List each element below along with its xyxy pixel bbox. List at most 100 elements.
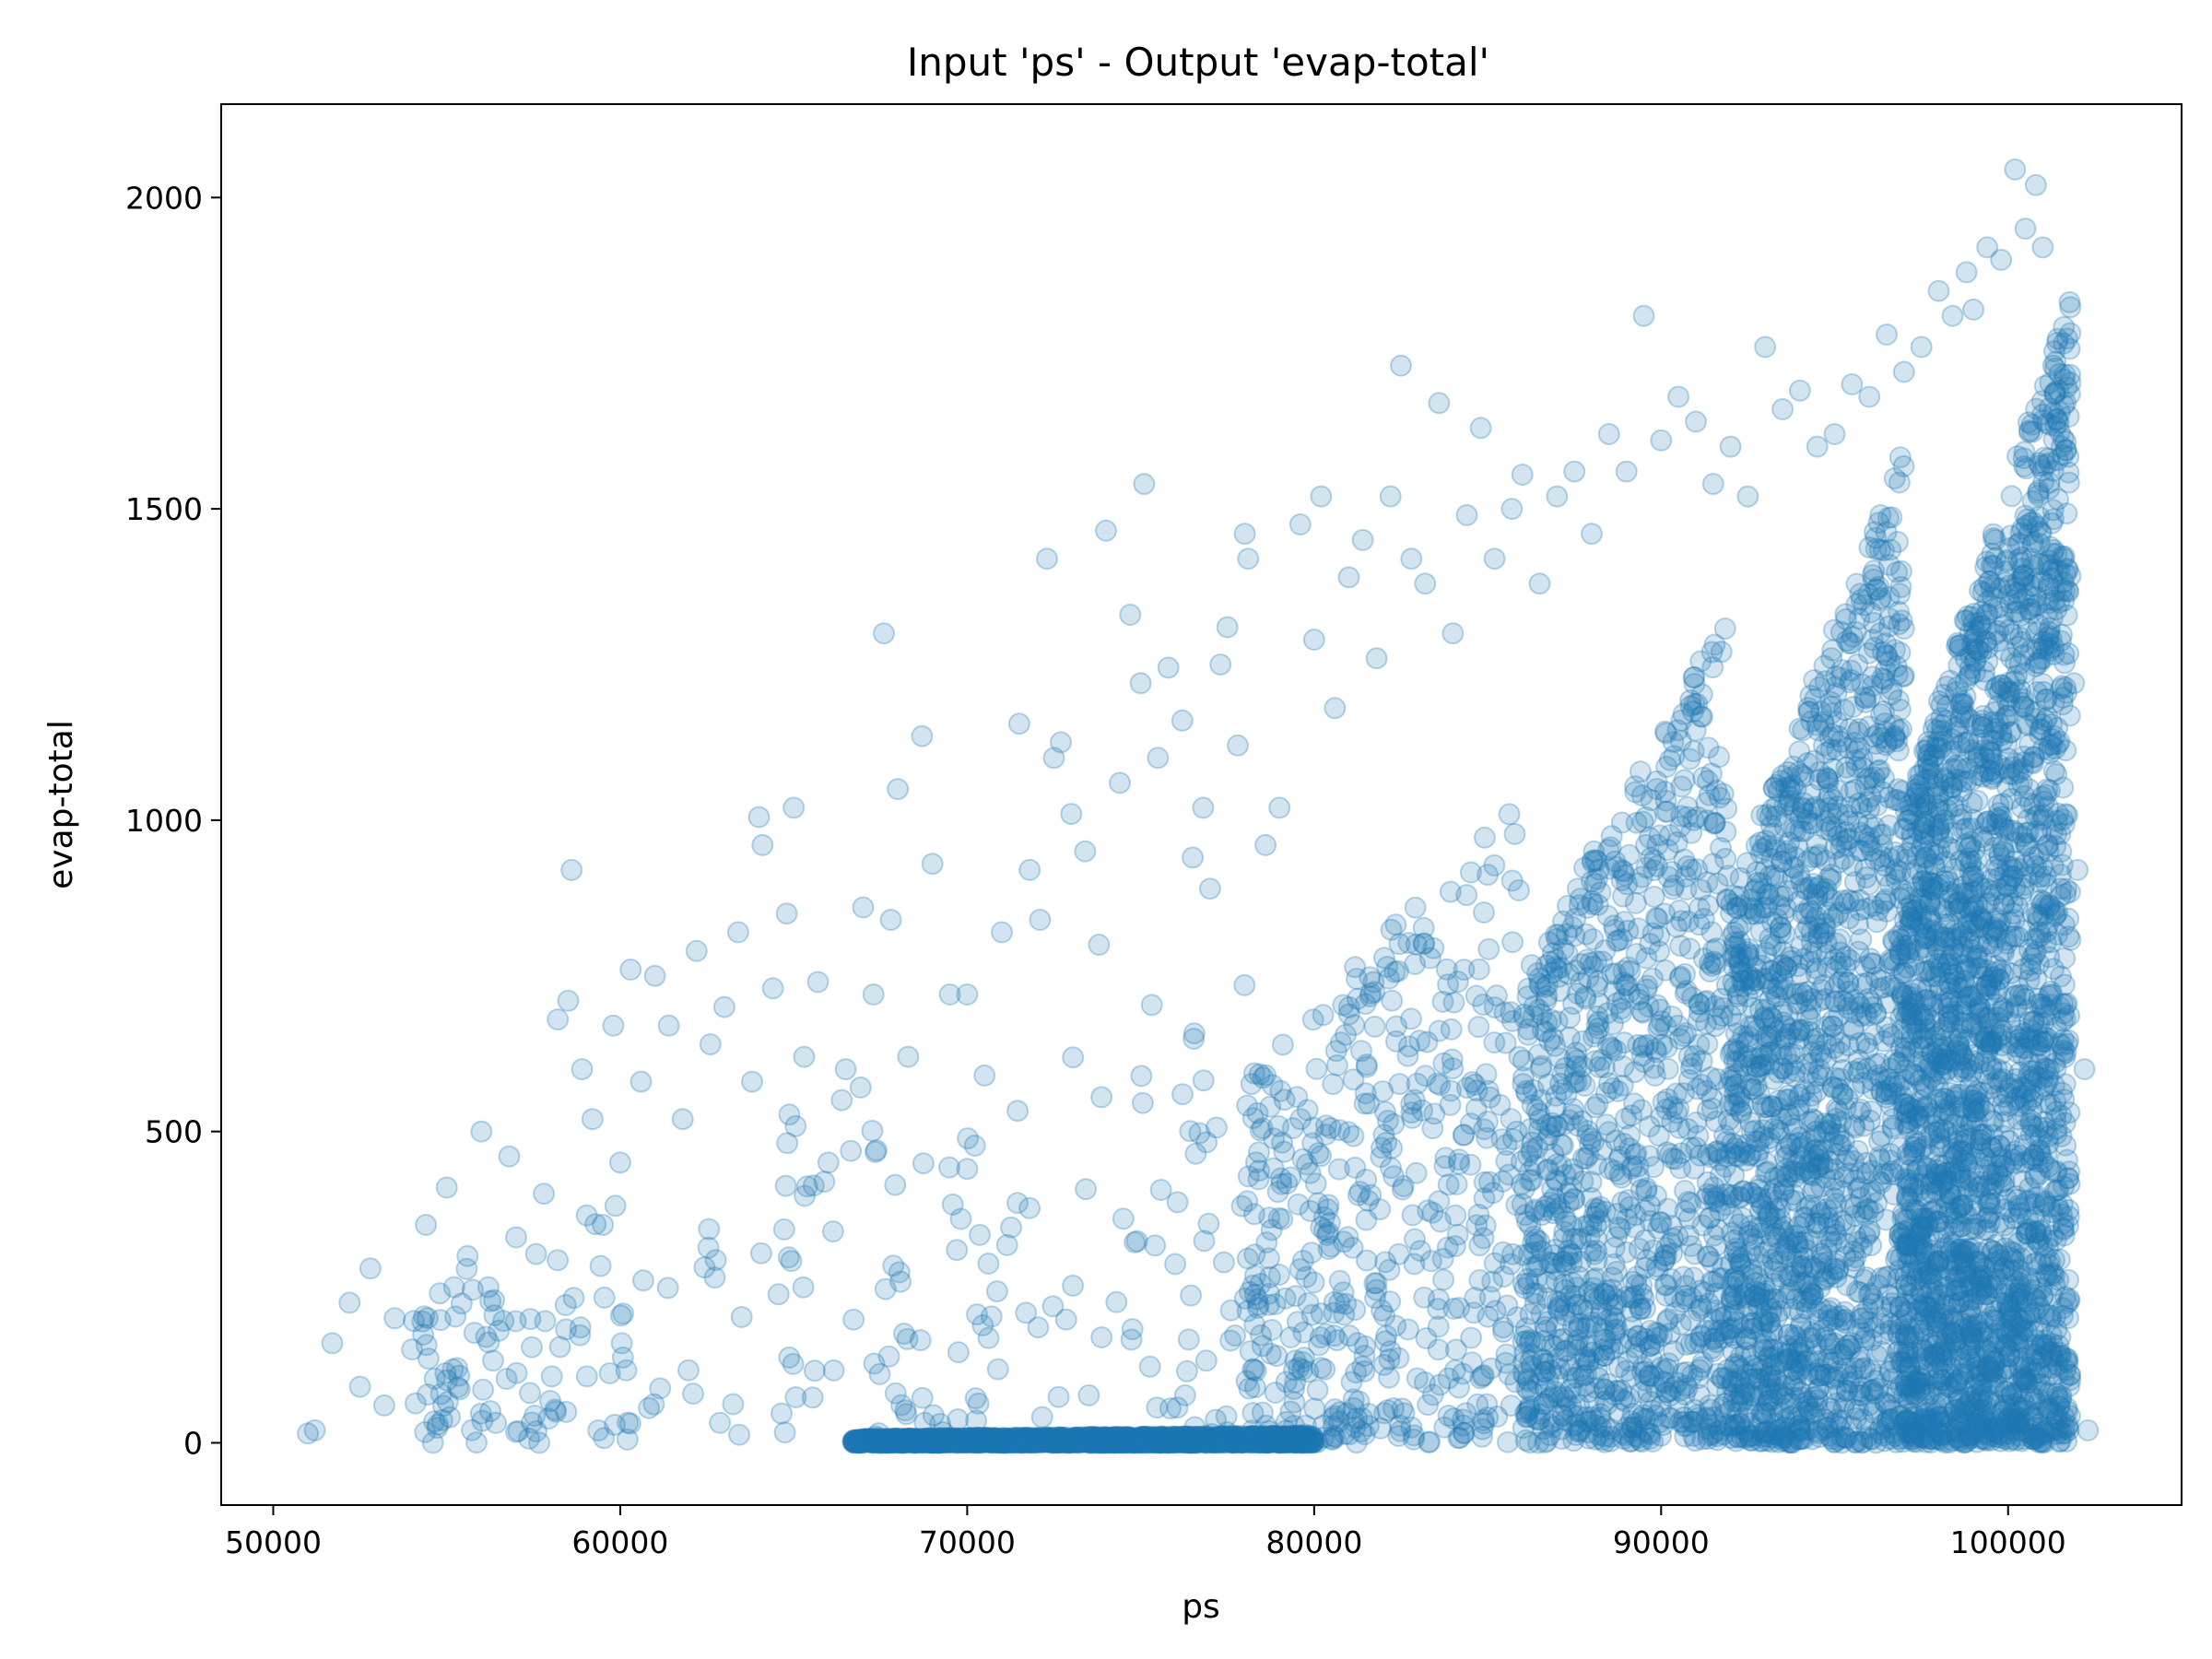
scatter-point	[1166, 1191, 1189, 1214]
scatter-point	[970, 1430, 992, 1453]
scatter-point	[1680, 1235, 1703, 1257]
scatter-point	[1375, 1324, 1398, 1347]
scatter-point	[937, 1428, 960, 1451]
scatter-point	[1231, 1431, 1253, 1453]
scatter-point	[1172, 1425, 1195, 1448]
scatter-point	[1460, 1326, 1483, 1349]
scatter-point	[1530, 1003, 1553, 1026]
scatter-point	[1371, 1080, 1394, 1103]
scatter-point	[1142, 1430, 1165, 1453]
scatter-point	[1067, 1430, 1090, 1453]
scatter-point	[1199, 1427, 1222, 1450]
scatter-point	[1224, 1426, 1247, 1449]
scatter-point	[1279, 1326, 1302, 1348]
scatter-point	[882, 1430, 905, 1453]
scatter-point	[471, 1409, 494, 1432]
scatter-point	[604, 1194, 627, 1218]
scatter-point	[1592, 1318, 1615, 1341]
scatter-point	[1088, 1427, 1112, 1450]
scatter-point	[615, 1359, 638, 1382]
scatter-point	[1268, 1429, 1291, 1452]
scatter-point	[1517, 1145, 1539, 1168]
scatter-point	[849, 1430, 872, 1453]
scatter-point	[1006, 1430, 1029, 1453]
scatter-point	[885, 1428, 908, 1451]
scatter-point	[1006, 1429, 1030, 1452]
scatter-point	[1202, 1430, 1225, 1453]
scatter-point	[1344, 956, 1367, 979]
scatter-point	[974, 1430, 997, 1453]
scatter-point	[1545, 1084, 1568, 1107]
scatter-point	[638, 1396, 661, 1419]
scatter-point	[856, 1429, 879, 1452]
scatter-point	[1652, 1090, 1675, 1113]
scatter-point	[1055, 1430, 1077, 1453]
scatter-point	[1267, 1206, 1290, 1230]
scatter-point	[1194, 1430, 1217, 1453]
scatter-point	[1348, 1181, 1371, 1204]
scatter-point	[1735, 852, 1759, 875]
scatter-point	[1203, 1429, 1226, 1452]
scatter-point	[1018, 1431, 1041, 1454]
scatter-point	[774, 1174, 797, 1197]
scatter-point	[830, 1088, 853, 1112]
scatter-point	[1235, 1429, 1258, 1452]
scatter-point	[1180, 1284, 1203, 1307]
scatter-point	[1300, 1430, 1323, 1452]
scatter-point	[1381, 1136, 1404, 1159]
scatter-point	[1688, 897, 1711, 920]
scatter-point	[722, 1393, 745, 1416]
scatter-point	[1255, 1430, 1278, 1453]
scatter-point	[575, 1365, 598, 1388]
scatter-point	[1374, 1251, 1396, 1274]
scatter-point	[1196, 1427, 1219, 1450]
scatter-point	[1015, 1301, 1038, 1324]
scatter-point	[1166, 1430, 1189, 1453]
scatter-point	[1659, 1143, 1682, 1166]
scatter-point	[1669, 965, 1692, 988]
scatter-point	[1205, 1116, 1228, 1139]
scatter-point	[1328, 1119, 1351, 1142]
scatter-point	[1445, 1172, 1468, 1195]
scatter-point	[897, 1431, 919, 1453]
scatter-point	[1265, 1345, 1288, 1368]
scatter-point	[919, 1431, 942, 1454]
scatter-point	[1105, 1428, 1128, 1451]
scatter-point	[1629, 1429, 1652, 1452]
scatter-point	[1161, 1426, 1183, 1449]
scatter-point	[1639, 1209, 1662, 1232]
scatter-point	[1207, 1430, 1230, 1453]
scatter-point	[1150, 1430, 1173, 1453]
scatter-point	[1028, 1427, 1051, 1450]
scatter-point	[1163, 1428, 1186, 1451]
scatter-point	[1130, 1065, 1153, 1088]
scatter-point	[495, 1368, 518, 1390]
scatter-point	[959, 1430, 982, 1453]
scatter-point	[436, 1391, 459, 1414]
scatter-point	[1683, 665, 1706, 688]
scatter-point	[1006, 1426, 1029, 1449]
scatter-point	[698, 1218, 721, 1241]
scatter-point	[1883, 467, 1906, 489]
scatter-point	[1888, 446, 1912, 469]
scatter-point	[1213, 1429, 1236, 1452]
scatter-point	[935, 1431, 958, 1454]
scatter-point	[1597, 1121, 1620, 1144]
scatter-point	[1105, 1290, 1128, 1313]
scatter-point	[1557, 1239, 1580, 1262]
scatter-point	[1134, 1427, 1157, 1450]
scatter-point	[1291, 1359, 1314, 1382]
scatter-point	[548, 1335, 571, 1359]
scatter-point	[1065, 1426, 1088, 1449]
scatter-point	[989, 1429, 1012, 1451]
scatter-point	[1187, 1431, 1210, 1454]
scatter-point	[1378, 1366, 1400, 1389]
scatter-point	[1577, 1144, 1600, 1167]
scatter-point	[982, 1428, 1006, 1451]
scatter-point	[1193, 1230, 1216, 1253]
scatter-point	[1147, 1430, 1171, 1453]
scatter-point	[927, 1431, 950, 1454]
scatter-point	[1144, 1426, 1167, 1449]
scatter-point	[1266, 1181, 1289, 1204]
scatter-point	[1287, 1428, 1310, 1450]
